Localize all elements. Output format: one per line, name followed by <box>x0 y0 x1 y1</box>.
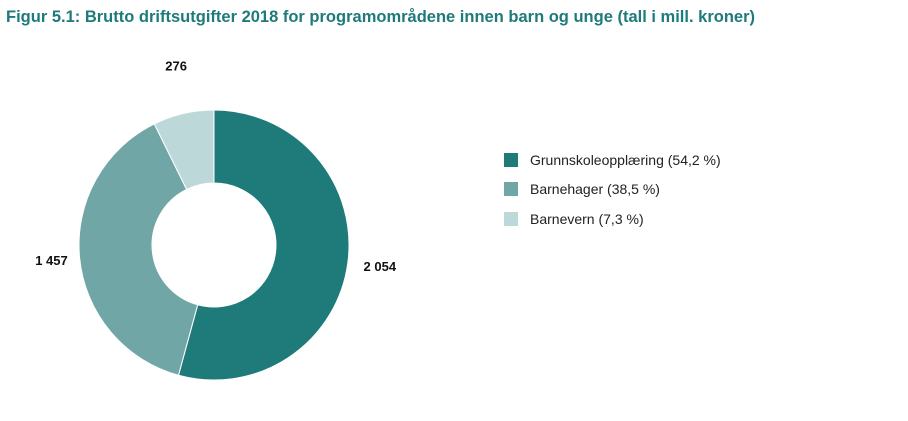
donut-slices <box>78 109 350 381</box>
legend-item-barnevern: Barnevern (7,3 %) <box>504 204 721 234</box>
legend-swatch <box>504 152 518 167</box>
legend-label: Barnehager (38,5 %) <box>530 181 660 198</box>
legend-label: Barnevern (7,3 %) <box>530 210 644 227</box>
legend: Grunnskoleopplæring (54,2 %) Barnehager (… <box>504 145 721 234</box>
legend-label: Grunnskoleopplæring (54,2 %) <box>530 151 721 168</box>
chart-title: Figur 5.1: Brutto driftsutgifter 2018 fo… <box>6 8 755 26</box>
legend-swatch <box>504 211 518 226</box>
data-labels: 2 054 1 457 276 <box>35 58 397 274</box>
slice-barnehager <box>78 123 199 376</box>
data-label-barnehager: 1 457 <box>35 253 68 268</box>
slice-barnevern <box>153 109 215 191</box>
legend-item-barnehager: Barnehager (38,5 %) <box>504 175 721 205</box>
data-label-barnevern: 276 <box>165 58 187 73</box>
legend-item-grunnskoleopplaering: Grunnskoleopplæring (54,2 %) <box>504 145 721 175</box>
data-label-grunnskoleopplaering: 2 054 <box>364 259 397 274</box>
slice-grunnskoleopplaering <box>177 109 350 381</box>
legend-swatch <box>504 182 518 197</box>
